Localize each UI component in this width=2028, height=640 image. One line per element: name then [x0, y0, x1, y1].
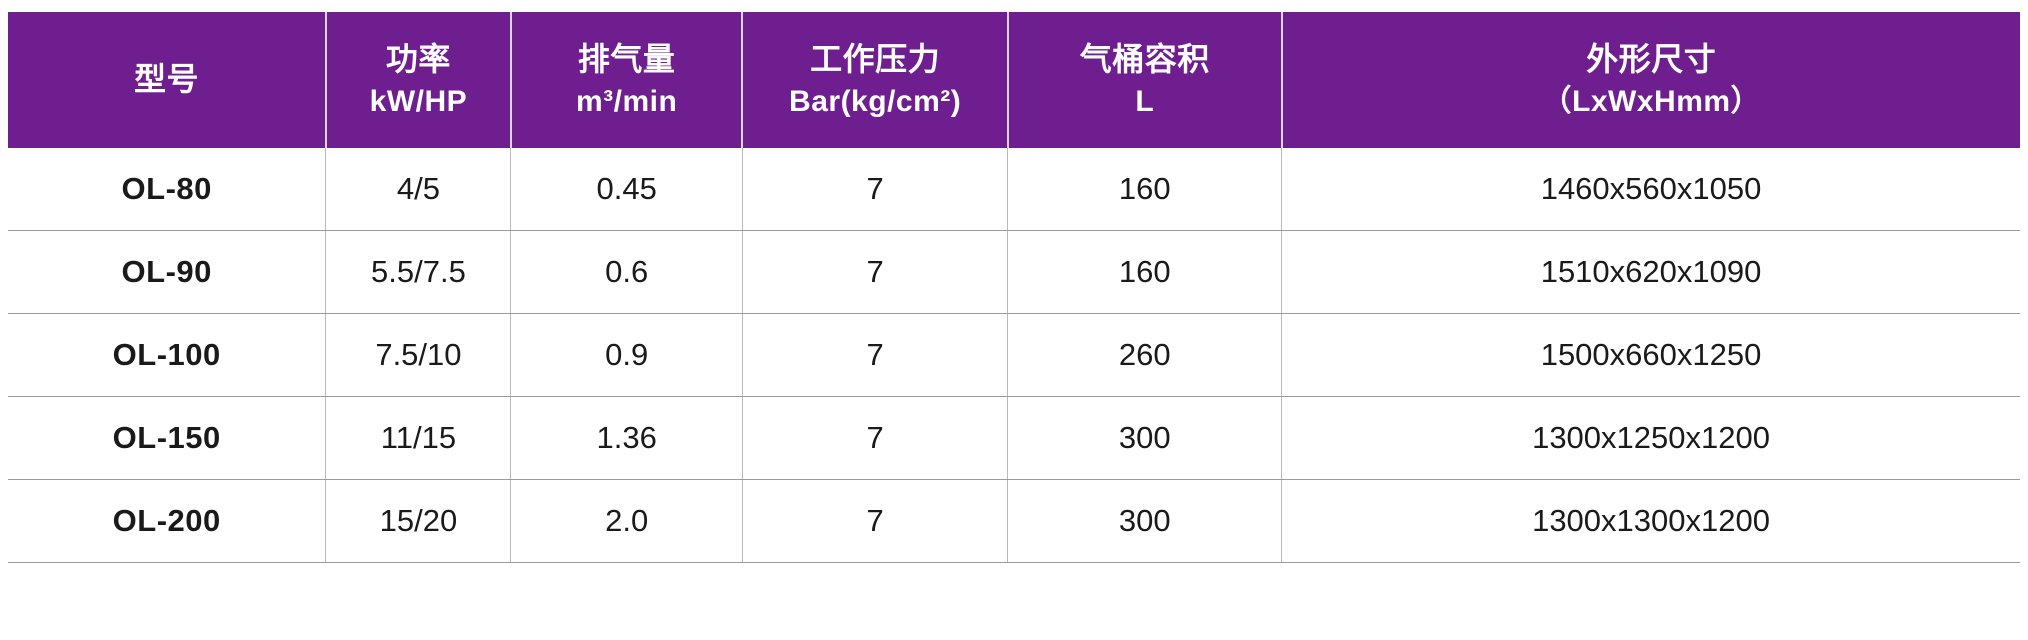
cell-tank-volume: 160: [1007, 230, 1283, 314]
cell-working-pressure: 7: [742, 396, 1009, 480]
column-header-dimensions: 外形尺寸 （LxWxHmm）: [1281, 12, 2020, 148]
column-header-air-displacement: 排气量 m³/min: [510, 12, 744, 148]
cell-power: 15/20: [325, 479, 512, 563]
column-header-dimensions-sub: （LxWxHmm）: [1541, 85, 1762, 119]
cell-air-displacement: 0.6: [510, 230, 743, 314]
cell-dimensions: 1510x620x1090: [1281, 230, 2020, 314]
cell-dimensions: 1460x560x1050: [1281, 148, 2020, 231]
cell-working-pressure: 7: [742, 313, 1009, 397]
cell-tank-volume: 260: [1007, 313, 1283, 397]
cell-tank-volume: 300: [1007, 396, 1283, 480]
table-row: OL-200 15/20 2.0 7 300 1300x1300x1200: [8, 479, 2020, 563]
column-header-dimensions-main: 外形尺寸: [1586, 40, 1717, 77]
cell-working-pressure: 7: [742, 479, 1009, 563]
column-header-air-displacement-sub: m³/min: [576, 85, 678, 119]
cell-air-displacement: 2.0: [510, 479, 743, 563]
table-row: OL-150 11/15 1.36 7 300 1300x1250x1200: [8, 396, 2020, 480]
table-row: OL-90 5.5/7.5 0.6 7 160 1510x620x1090: [8, 230, 2020, 314]
table-row: OL-80 4/5 0.45 7 160 1460x560x1050: [8, 148, 2020, 231]
cell-model: OL-150: [8, 396, 327, 480]
cell-power: 4/5: [325, 148, 512, 231]
column-header-power: 功率 kW/HP: [325, 12, 512, 148]
column-header-model: 型号: [8, 12, 327, 148]
cell-air-displacement: 1.36: [510, 396, 743, 480]
table-row: OL-100 7.5/10 0.9 7 260 1500x660x1250: [8, 313, 2020, 397]
cell-tank-volume: 160: [1007, 148, 1283, 231]
column-header-working-pressure-sub: Bar(kg/cm²): [789, 85, 962, 119]
cell-model: OL-90: [8, 230, 327, 314]
cell-working-pressure: 7: [742, 230, 1009, 314]
column-header-tank-volume-main: 气桶容积: [1079, 40, 1210, 77]
cell-power: 11/15: [325, 396, 512, 480]
cell-dimensions: 1300x1300x1200: [1281, 479, 2020, 563]
column-header-working-pressure-main: 工作压力: [810, 40, 941, 77]
cell-air-displacement: 0.9: [510, 313, 743, 397]
cell-model: OL-100: [8, 313, 327, 397]
column-header-tank-volume-sub: L: [1135, 85, 1155, 119]
cell-tank-volume: 300: [1007, 479, 1283, 563]
table-body: OL-80 4/5 0.45 7 160 1460x560x1050 OL-90…: [8, 148, 2020, 563]
column-header-working-pressure: 工作压力 Bar(kg/cm²): [742, 12, 1009, 148]
cell-model: OL-200: [8, 479, 327, 563]
cell-power: 7.5/10: [325, 313, 512, 397]
cell-model: OL-80: [8, 148, 327, 231]
column-header-air-displacement-main: 排气量: [577, 40, 676, 77]
cell-air-displacement: 0.45: [510, 148, 743, 231]
cell-power: 5.5/7.5: [325, 230, 512, 314]
table-header: 型号 功率 kW/HP 排气量 m³/min 工作压力 Bar(kg/cm²) …: [8, 12, 2020, 148]
cell-working-pressure: 7: [742, 148, 1009, 231]
column-header-power-main: 功率: [385, 40, 451, 77]
product-specification-table: 型号 功率 kW/HP 排气量 m³/min 工作压力 Bar(kg/cm²) …: [8, 12, 2020, 563]
column-header-model-main: 型号: [133, 61, 199, 98]
header-row: 型号 功率 kW/HP 排气量 m³/min 工作压力 Bar(kg/cm²) …: [8, 12, 2020, 148]
column-header-tank-volume: 气桶容积 L: [1007, 12, 1283, 148]
column-header-power-sub: kW/HP: [369, 85, 468, 119]
cell-dimensions: 1300x1250x1200: [1281, 396, 2020, 480]
cell-dimensions: 1500x660x1250: [1281, 313, 2020, 397]
